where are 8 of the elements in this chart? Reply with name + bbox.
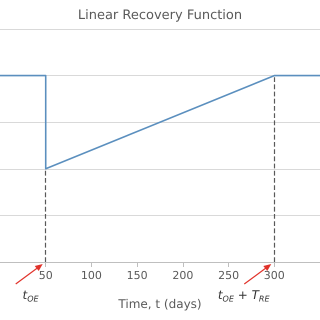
x-tick-label: 200 (172, 269, 194, 282)
x-tick-label: 300 (264, 269, 285, 282)
x-tick-label: 150 (126, 269, 148, 282)
chart-title: Linear Recovery Function (78, 8, 242, 23)
x-tick-label: 100 (80, 269, 102, 282)
x-tick-label: 50 (38, 269, 53, 282)
x-axis-title: Time, t (days) (117, 297, 202, 311)
x-tick-label: 250 (218, 269, 240, 282)
